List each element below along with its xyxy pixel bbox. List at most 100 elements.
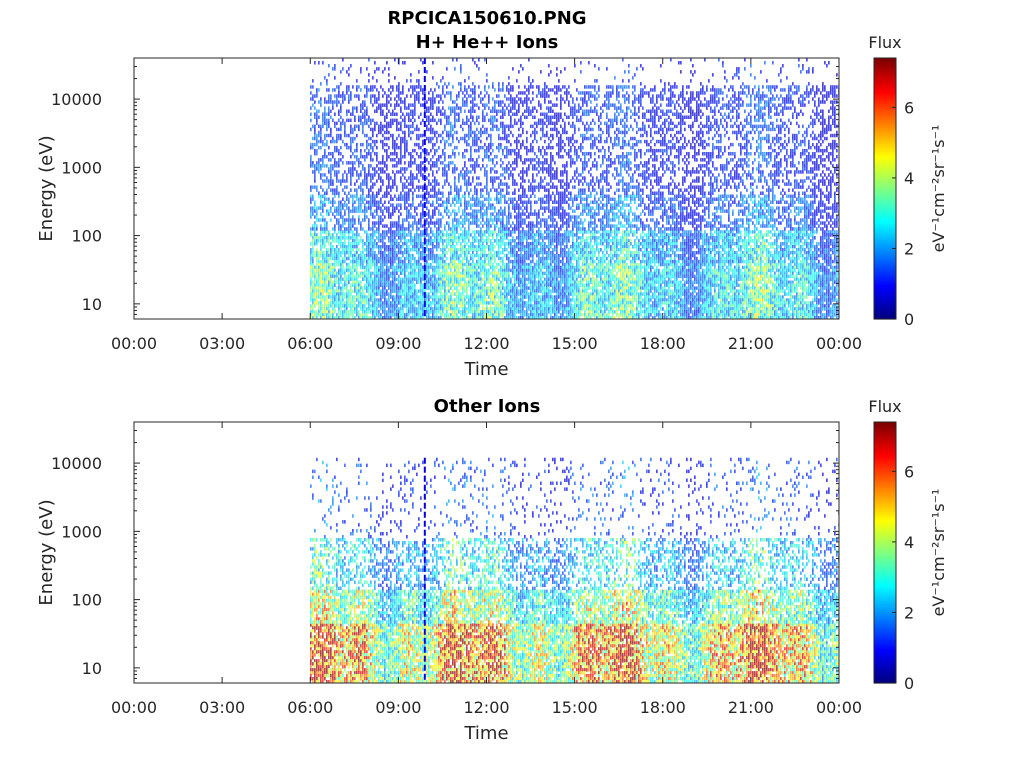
spectrogram-cell — [400, 146, 401, 150]
spectrogram-cell — [498, 128, 499, 132]
spectrogram-cell — [408, 215, 409, 219]
spectrogram-cell — [310, 215, 311, 219]
spectrogram-cell — [442, 137, 443, 141]
spectrogram-cell — [462, 304, 463, 308]
spectrogram-cell — [506, 227, 507, 231]
spectrogram-cell — [422, 119, 423, 123]
spectrogram-cell — [478, 230, 479, 234]
spectrogram-cell — [430, 97, 431, 101]
spectrogram-cell — [464, 198, 465, 202]
spectrogram-cell — [414, 113, 415, 117]
spectrogram-cell — [360, 182, 361, 186]
spectrogram-cell — [496, 275, 497, 279]
spectrogram-cell — [476, 281, 477, 285]
spectrogram-cell — [374, 125, 375, 129]
spectrogram-cell — [382, 128, 383, 132]
spectrogram-cell — [448, 167, 449, 171]
spectrogram-cell — [454, 245, 455, 249]
spectrogram-cell — [430, 304, 431, 308]
spectrogram-cell — [396, 155, 397, 159]
spectrogram-cell — [342, 140, 343, 144]
spectrogram-cell — [384, 304, 385, 308]
spectrogram-cell — [508, 242, 509, 246]
spectrogram-cell — [368, 164, 369, 168]
spectrogram-cell — [386, 310, 387, 314]
spectrogram-cell — [380, 289, 381, 293]
spectrogram-cell — [456, 195, 457, 199]
spectrogram-cell — [348, 97, 349, 101]
spectrogram-cell — [312, 125, 313, 129]
spectrogram-cell — [358, 310, 359, 314]
spectrogram-cell — [320, 137, 321, 141]
spectrogram-cell — [442, 131, 443, 135]
spectrogram-cell — [374, 310, 375, 314]
spectrogram-cell — [470, 295, 471, 299]
spectrogram-cell — [478, 266, 479, 270]
spectrogram-cell — [334, 310, 335, 314]
spectrogram-cell — [502, 272, 503, 276]
spectrogram-cell — [366, 260, 367, 264]
spectrogram-cell — [466, 182, 467, 186]
spectrogram-cell — [506, 97, 507, 101]
spectrogram-cell — [370, 298, 371, 302]
spectrogram-cell — [334, 67, 335, 71]
spectrogram-cell — [336, 173, 337, 177]
spectrogram-cell — [326, 113, 327, 117]
spectrogram-cell — [446, 85, 447, 89]
spectrogram-cell — [368, 236, 369, 240]
spectrogram-cell — [472, 100, 473, 104]
spectrogram-cell — [328, 236, 329, 240]
spectrogram-cell — [446, 230, 447, 234]
spectrogram-cell — [458, 275, 459, 279]
spectrogram-cell — [464, 221, 465, 225]
spectrogram-cell — [452, 257, 453, 261]
spectrogram-cell — [464, 263, 465, 267]
spectrogram-cell — [486, 215, 487, 219]
spectrogram-cell — [352, 260, 353, 264]
spectrogram-cell — [386, 275, 387, 279]
spectrogram-cell — [480, 272, 481, 276]
spectrogram-cell — [410, 275, 411, 279]
spectrogram-cell — [380, 206, 381, 210]
spectrogram-cell — [360, 149, 361, 153]
spectrogram-cell — [408, 230, 409, 234]
spectrogram-cell — [500, 201, 501, 205]
spectrogram-cell — [484, 209, 485, 213]
spectrogram-cell — [330, 236, 331, 240]
spectrogram-cell — [356, 110, 357, 114]
spectrogram-cell — [386, 97, 387, 101]
spectrogram-cell — [350, 230, 351, 234]
spectrogram-cell — [324, 286, 325, 290]
spectrogram-cell — [332, 251, 333, 255]
spectrogram-cell — [428, 272, 429, 276]
spectrogram-cell — [478, 278, 479, 282]
spectrogram-cell — [482, 158, 483, 162]
spectrogram-cell — [500, 198, 501, 202]
spectrogram-cell — [482, 251, 483, 255]
spectrogram-cell — [472, 103, 473, 107]
spectrogram-cell — [480, 167, 481, 171]
spectrogram-cell — [452, 137, 453, 141]
spectrogram-cell — [332, 212, 333, 216]
spectrogram-cell — [372, 173, 373, 177]
spectrogram-cell — [468, 295, 469, 299]
spectrogram-cell — [364, 155, 365, 159]
spectrogram-cell — [458, 284, 459, 288]
spectrogram-cell — [356, 298, 357, 302]
spectrogram-cell — [364, 173, 365, 177]
spectrogram-cell — [406, 257, 407, 261]
spectrogram-cell — [484, 239, 485, 243]
spectrogram-cell — [360, 152, 361, 156]
spectrogram-cell — [474, 134, 475, 138]
spectrogram-cell — [470, 301, 471, 305]
spectrogram-cell — [324, 173, 325, 177]
spectrogram-cell — [436, 137, 437, 141]
spectrogram-cell — [430, 281, 431, 285]
spectrogram-cell — [334, 164, 335, 168]
spectrogram-cell — [328, 295, 329, 299]
spectrogram-cell — [406, 218, 407, 222]
spectrogram-cell — [398, 286, 399, 290]
spectrogram-cell — [404, 116, 405, 120]
spectrogram-cell — [494, 227, 495, 231]
spectrogram-cell — [380, 110, 381, 114]
